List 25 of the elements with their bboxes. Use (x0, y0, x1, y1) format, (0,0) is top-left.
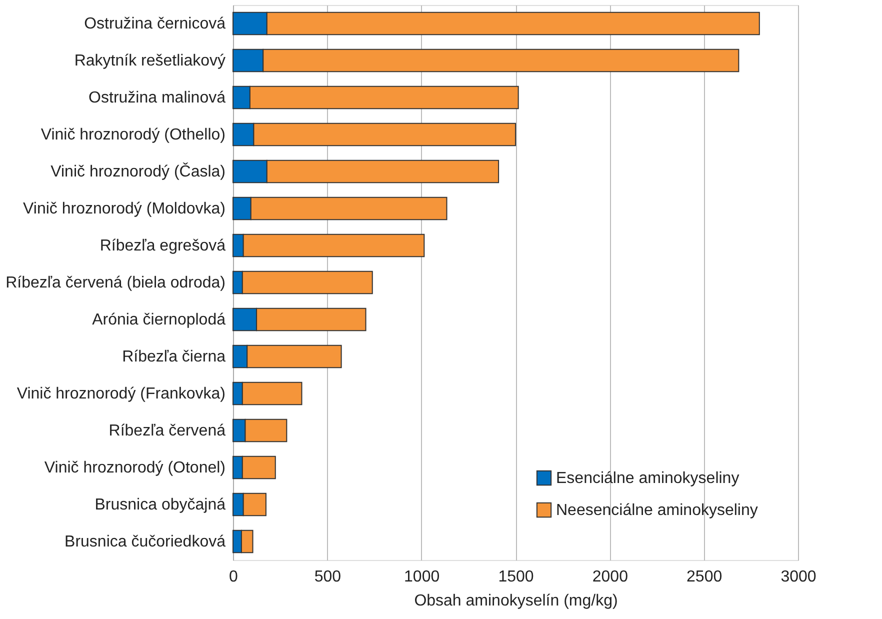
x-tick-label: 500 (314, 568, 342, 586)
y-tick-label: Brusnica obyčajná (94, 496, 226, 514)
y-tick-label: Ríbezľa červená (biela odroda) (6, 274, 226, 292)
y-tick-label: Vinič hroznorodý (Otonel) (44, 460, 226, 476)
legend-label: Esenciálne aminokyseliny (556, 470, 740, 487)
y-tick-label: Vinič hroznorodý (Othello) (40, 126, 226, 144)
y-tick-label: Arónia čiernoplodá (92, 312, 226, 328)
x-tick-label: 1000 (404, 568, 440, 586)
y-tick-label: Brusnica čučoriedková (64, 534, 226, 550)
y-tick-label: Vinič hroznorodý (Frankovka) (16, 386, 226, 402)
y-tick-label: Ríbezľa červená (108, 422, 226, 440)
y-tick-label: Vinič hroznorodý (Moldovka) (23, 200, 226, 218)
x-axis-title: Obsah aminokyselín (mg/kg) (414, 592, 618, 610)
y-tick-label: Vinič hroznorodý (Časla) (50, 162, 226, 180)
y-tick-label: Rakytník rešetliakový (74, 52, 226, 70)
x-tick-label: 2500 (686, 568, 722, 586)
x-tick-label: 0 (229, 568, 238, 586)
y-tick-label: Ríbezľa čierna (122, 348, 226, 366)
y-tick-label: Ostružina černicová (84, 16, 226, 32)
y-tick-label: Ríbezľa egrešová (100, 238, 226, 254)
x-tick-label: 3000 (780, 568, 816, 586)
x-tick-label: 1500 (498, 568, 534, 586)
legend-label: Neesenciálne aminokyseliny (556, 502, 758, 519)
y-tick-label: Ostružina malinová (88, 90, 226, 106)
x-tick-label: 2000 (592, 568, 628, 586)
